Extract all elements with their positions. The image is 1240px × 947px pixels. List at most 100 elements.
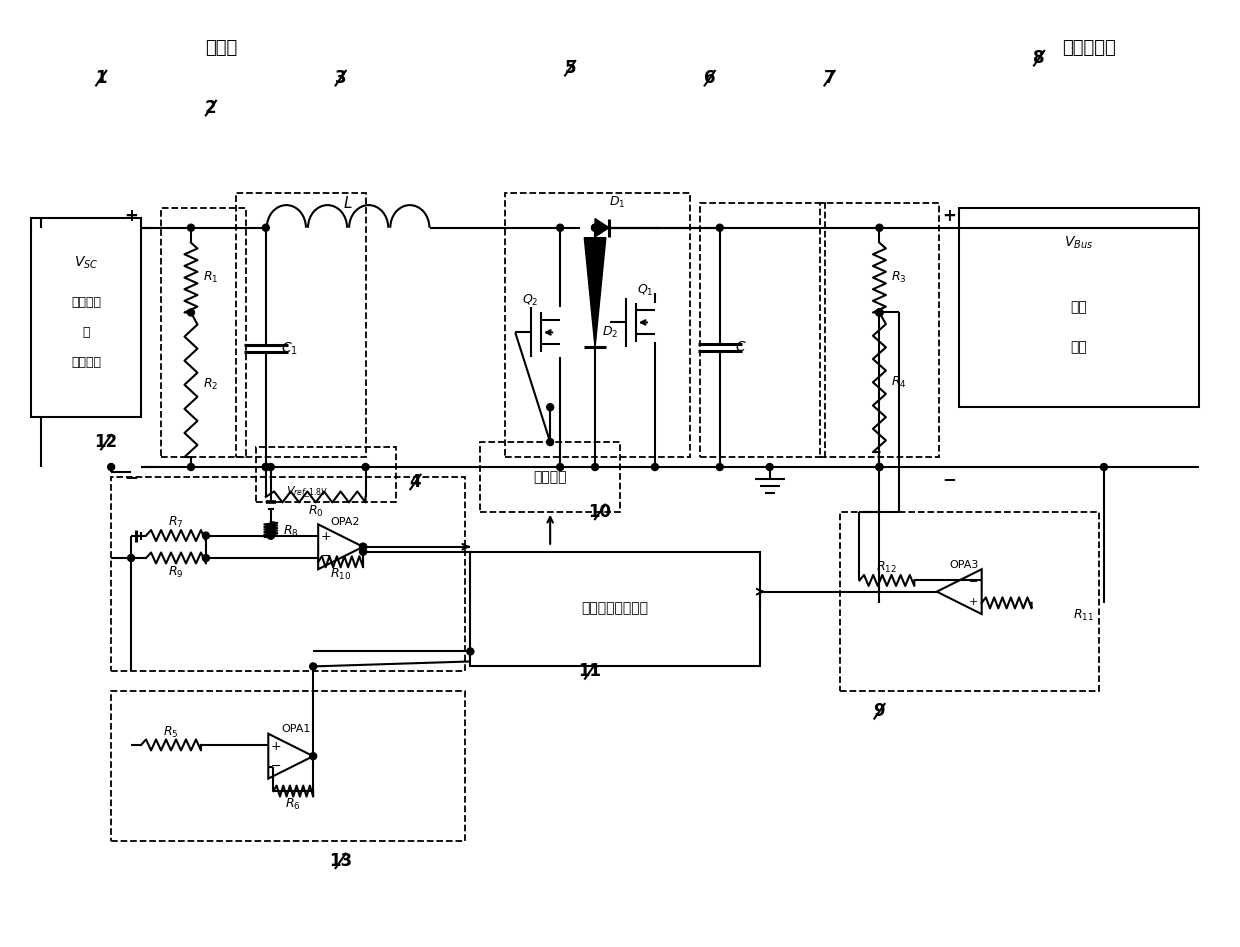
Text: $V_{ref\_1.8V}$: $V_{ref\_1.8V}$ <box>285 484 327 500</box>
Circle shape <box>362 463 370 471</box>
Text: $R_5$: $R_5$ <box>164 724 179 740</box>
Text: $Q_2$: $Q_2$ <box>522 293 538 308</box>
Text: $R_1$: $R_1$ <box>203 270 218 285</box>
Text: 7: 7 <box>823 69 836 87</box>
Text: $R_7$: $R_7$ <box>169 515 184 530</box>
Text: 13: 13 <box>329 852 352 870</box>
Circle shape <box>268 532 274 539</box>
Polygon shape <box>584 238 606 348</box>
Circle shape <box>360 548 367 555</box>
Circle shape <box>875 309 883 316</box>
Text: $R_0$: $R_0$ <box>308 505 324 520</box>
Circle shape <box>360 544 367 550</box>
Text: OPA2: OPA2 <box>331 517 361 527</box>
Circle shape <box>310 753 316 759</box>
Text: +: + <box>124 206 138 224</box>
Text: $R_9$: $R_9$ <box>169 564 184 580</box>
Text: OPA3: OPA3 <box>950 560 978 570</box>
Bar <box>255 447 396 502</box>
Text: $V_{SC}$: $V_{SC}$ <box>74 255 98 271</box>
Text: 储能设备: 储能设备 <box>71 356 102 368</box>
Polygon shape <box>595 219 609 237</box>
Text: −: − <box>272 759 281 773</box>
Circle shape <box>547 438 553 446</box>
Circle shape <box>717 463 723 471</box>
Text: 10: 10 <box>589 503 611 521</box>
Bar <box>960 207 1199 407</box>
Text: $L$: $L$ <box>343 195 353 211</box>
Circle shape <box>263 463 269 471</box>
Text: +: + <box>968 597 978 607</box>
Circle shape <box>591 224 599 231</box>
Text: −: − <box>124 468 138 486</box>
Bar <box>699 203 825 457</box>
Circle shape <box>875 224 883 231</box>
Circle shape <box>360 544 367 550</box>
Text: $R_2$: $R_2$ <box>203 377 218 392</box>
Bar <box>839 512 1099 691</box>
Text: $R_{12}$: $R_{12}$ <box>877 560 898 575</box>
Circle shape <box>557 224 564 231</box>
Bar <box>820 203 939 457</box>
Bar <box>480 442 620 512</box>
Circle shape <box>875 309 883 316</box>
Text: $D_2$: $D_2$ <box>601 325 618 340</box>
Text: +: + <box>942 206 956 224</box>
Text: $R_{11}$: $R_{11}$ <box>1074 608 1095 623</box>
Text: 1: 1 <box>95 69 107 87</box>
Text: 9: 9 <box>874 703 885 721</box>
Circle shape <box>268 532 274 539</box>
Circle shape <box>651 463 658 471</box>
Circle shape <box>717 224 723 231</box>
Text: $R_3$: $R_3$ <box>892 270 906 285</box>
Text: 直流: 直流 <box>1070 300 1087 314</box>
Text: 2: 2 <box>205 99 217 117</box>
Bar <box>161 207 246 457</box>
Bar <box>112 691 465 841</box>
Circle shape <box>202 555 210 562</box>
Text: 直流母线侧: 直流母线侧 <box>1063 39 1116 57</box>
Bar <box>236 193 366 457</box>
Circle shape <box>875 309 883 316</box>
Text: $C$: $C$ <box>735 340 746 354</box>
Circle shape <box>591 463 599 471</box>
Circle shape <box>547 403 553 411</box>
Circle shape <box>187 224 195 231</box>
Bar <box>112 477 465 671</box>
Text: +: + <box>272 740 281 753</box>
Circle shape <box>187 463 195 471</box>
Circle shape <box>128 555 135 562</box>
Circle shape <box>263 224 269 231</box>
Circle shape <box>875 463 883 471</box>
Text: $Q_1$: $Q_1$ <box>636 283 653 298</box>
Circle shape <box>202 532 210 539</box>
Circle shape <box>263 463 269 471</box>
Text: −: − <box>942 470 956 488</box>
Text: 11: 11 <box>579 662 601 680</box>
Text: $R_6$: $R_6$ <box>285 796 301 812</box>
Circle shape <box>310 663 316 670</box>
Text: 4: 4 <box>409 473 422 491</box>
Bar <box>31 218 141 418</box>
Text: $R_4$: $R_4$ <box>892 375 908 390</box>
Circle shape <box>108 463 114 471</box>
Circle shape <box>875 463 883 471</box>
Text: 驱动电路: 驱动电路 <box>533 470 567 484</box>
Text: −: − <box>968 577 978 586</box>
Circle shape <box>466 648 474 655</box>
Text: +: + <box>321 530 331 544</box>
Bar <box>505 193 689 457</box>
Text: 等: 等 <box>82 326 91 339</box>
Text: 超级电容: 超级电容 <box>71 296 102 309</box>
Text: $V_{Bus}$: $V_{Bus}$ <box>1064 235 1094 251</box>
Circle shape <box>187 309 195 316</box>
Text: $R_{10}$: $R_{10}$ <box>330 567 351 582</box>
Circle shape <box>1100 463 1107 471</box>
Circle shape <box>557 463 564 471</box>
Text: 模拟或数字控制器: 模拟或数字控制器 <box>582 601 649 616</box>
Text: 母线: 母线 <box>1070 340 1087 354</box>
Text: OPA1: OPA1 <box>281 724 310 734</box>
Text: 储能侧: 储能侧 <box>205 39 237 57</box>
Text: 12: 12 <box>94 433 118 451</box>
Text: −: − <box>321 550 331 563</box>
